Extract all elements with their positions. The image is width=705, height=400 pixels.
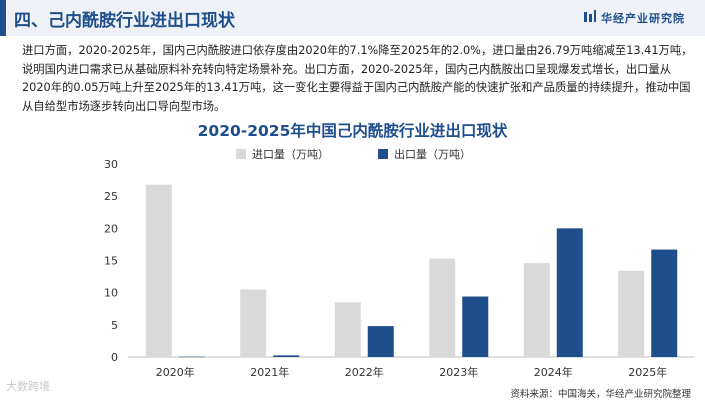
- export-bar: [367, 326, 394, 357]
- import-bar: [145, 184, 172, 357]
- header-bar: 四、己内酰胺行业进出口现状 华经产业研究院: [0, 0, 705, 36]
- legend-label-export: 出口量（万吨）: [394, 147, 471, 161]
- x-tick-label: 2025年: [628, 365, 667, 379]
- x-tick-label: 2022年: [345, 365, 384, 379]
- brand-name: 华经产业研究院: [584, 10, 685, 26]
- legend-swatch-export: [378, 149, 388, 159]
- x-tick-label: 2020年: [156, 365, 195, 379]
- y-tick-label: 30: [104, 158, 118, 171]
- y-tick-label: 10: [104, 287, 118, 300]
- y-tick-label: 25: [104, 190, 118, 203]
- header-accent: [0, 0, 6, 36]
- import-bar: [618, 270, 645, 357]
- chart-title: 2020-2025年中国己内酰胺行业进出口现状: [197, 122, 508, 140]
- import-bar: [240, 289, 267, 357]
- export-bar: [651, 249, 678, 357]
- intro-paragraph: 进口方面，2020-2025年，国内己内酰胺进口依存度由2020年的7.1%降至…: [22, 44, 693, 113]
- legend-label-import: 进口量（万吨）: [252, 148, 329, 161]
- import-bar: [334, 302, 361, 357]
- legend-swatch-import: [236, 149, 246, 159]
- export-bar: [556, 228, 583, 357]
- x-tick-label: 2023年: [439, 365, 478, 379]
- export-bar: [178, 356, 205, 358]
- source-note: 资料来源：中国海关，华经产业研究院整理: [510, 389, 691, 400]
- import-bar: [429, 258, 456, 357]
- x-tick-label: 2021年: [250, 365, 289, 379]
- import-bar: [523, 263, 550, 357]
- export-bar: [273, 355, 300, 357]
- brand-label: 华经产业研究院: [601, 12, 685, 25]
- section-title: 四、己内酰胺行业进出口现状: [14, 11, 235, 31]
- brand-logo-icon: [584, 10, 596, 22]
- y-tick-label: 5: [111, 319, 118, 332]
- x-tick-label: 2024年: [534, 365, 573, 379]
- y-tick-label: 15: [104, 255, 118, 268]
- corner-watermark: 大数跨境: [6, 380, 50, 393]
- export-bar: [462, 296, 489, 357]
- y-tick-label: 20: [104, 222, 118, 235]
- y-tick-label: 0: [111, 351, 118, 364]
